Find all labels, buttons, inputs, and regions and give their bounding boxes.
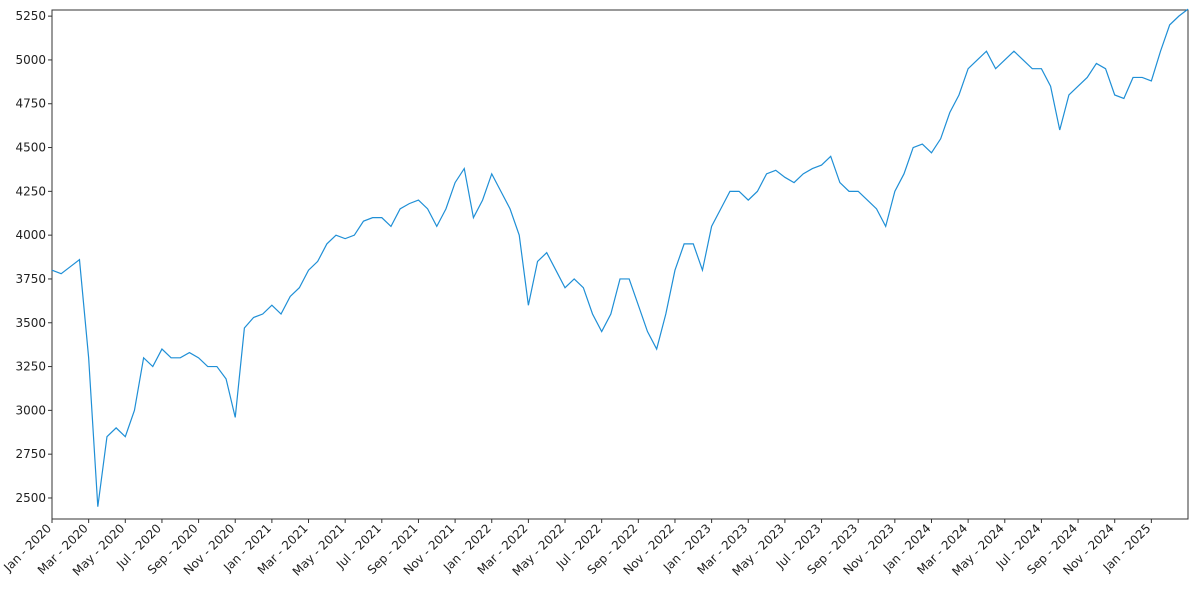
y-tick-label: 4000 (15, 228, 46, 242)
y-tick-label: 2500 (15, 491, 46, 505)
y-tick-label: 4750 (15, 97, 46, 111)
price-line (51, 8, 1189, 507)
y-tick-label: 5000 (15, 53, 46, 67)
y-tick-label: 3000 (15, 403, 46, 417)
plot-frame (51, 9, 1189, 520)
y-tick-label: 4500 (15, 141, 46, 155)
y-tick-label: 3250 (15, 360, 46, 374)
y-tick-label: 5250 (15, 9, 46, 23)
y-tick-label: 3500 (15, 316, 46, 330)
y-tick-label: 3750 (15, 272, 46, 286)
y-tick-label: 4250 (15, 184, 46, 198)
y-tick-label: 2750 (15, 447, 46, 461)
